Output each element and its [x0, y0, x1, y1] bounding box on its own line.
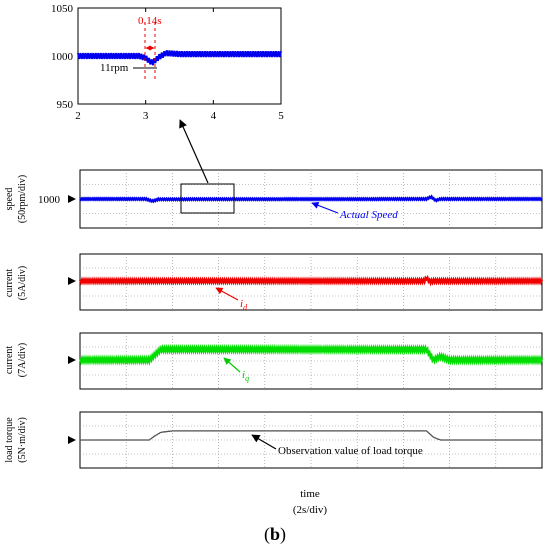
- speed-annotation-arrow: [311, 201, 339, 214]
- iq-level-marker: [68, 356, 76, 364]
- zoom-region-box: [180, 183, 235, 214]
- id-level-marker: [68, 277, 76, 285]
- zoom-x-tick-label: 3: [143, 110, 149, 122]
- torque-level-marker: [68, 436, 76, 444]
- speed-annotation: Actual Speed: [339, 209, 398, 221]
- iq-annotation-main: i: [242, 369, 245, 381]
- scope-panels: [78, 169, 544, 469]
- panel-label: (b): [0, 524, 550, 545]
- time-axis-label: time: [300, 488, 320, 500]
- panel-label-letter: b: [269, 524, 280, 544]
- torque-panel: [79, 411, 543, 469]
- id-ylabel: current: [4, 269, 15, 298]
- panel-label-open: (: [263, 524, 270, 544]
- speed-ylabel: speed: [4, 188, 15, 211]
- zoom-x-tick-label: 2: [75, 110, 81, 122]
- torque-annotation-arrow: [251, 434, 277, 450]
- id-annotation-arrow: [215, 287, 239, 301]
- zoom-annotation-duration: 0.14s: [138, 15, 162, 27]
- zoom-chart: 2 3 4 5 950 1000 1050 0.14s 11rpm: [51, 3, 284, 122]
- id-panel: [78, 253, 544, 311]
- zoom-tick-labels: 2 3 4 5 950 1000 1050: [51, 3, 284, 122]
- zoom-annotation-rpm: 11rpm: [100, 62, 129, 74]
- zoom-y-tick-label: 950: [57, 99, 74, 111]
- torque-annotation: Observation value of load torque: [278, 445, 423, 457]
- zoom-speed-line: [77, 50, 282, 66]
- zoom-y-tick-label: 1000: [51, 51, 74, 63]
- id-annotation: id: [240, 298, 248, 312]
- iq-line: [78, 343, 544, 367]
- speed-ylabel-unit: (50rpm/div): [17, 175, 28, 223]
- iq-annotation: iq: [242, 369, 249, 383]
- torque-ylabel: load torque: [4, 417, 15, 463]
- id-ylabel-unit: (5A/div): [17, 266, 28, 300]
- iq-ylabel-unit: (7A/div): [17, 343, 28, 377]
- speed-level-marker: [68, 195, 76, 203]
- speed-line: [79, 194, 543, 204]
- id-annotation-sub: d: [243, 303, 248, 312]
- iq-annotation-arrow: [223, 357, 241, 373]
- panel-label-close: ): [280, 524, 286, 544]
- zoom-callout-arrow: [179, 119, 209, 184]
- zoom-x-tick-label: 4: [211, 110, 217, 122]
- iq-ylabel: current: [4, 346, 15, 375]
- speed-level-label: 1000: [38, 194, 61, 206]
- speed-panel: [79, 169, 543, 229]
- iq-panel: [78, 332, 544, 390]
- id-line: [78, 274, 544, 287]
- time-axis-unit: (2s/div): [293, 504, 328, 516]
- zoom-y-tick-label: 1050: [51, 3, 74, 15]
- iq-annotation-sub: q: [245, 374, 249, 383]
- torque-ylabel-unit: (5N·m/div): [17, 417, 28, 463]
- torque-line: [79, 430, 543, 441]
- id-annotation-main: i: [240, 298, 243, 310]
- zoom-x-tick-label: 5: [278, 110, 284, 122]
